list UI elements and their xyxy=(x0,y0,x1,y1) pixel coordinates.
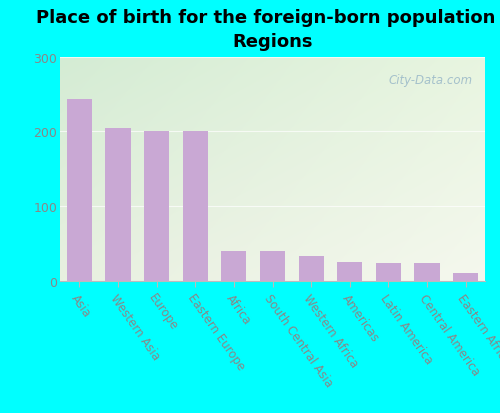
Bar xyxy=(298,256,324,281)
Bar xyxy=(260,251,285,281)
Bar xyxy=(182,132,208,281)
Text: City-Data.com: City-Data.com xyxy=(388,74,472,86)
Bar xyxy=(453,273,478,281)
Bar xyxy=(144,132,169,281)
Bar xyxy=(376,263,401,281)
Bar xyxy=(337,262,362,281)
Title: Place of birth for the foreign-born population -
Regions: Place of birth for the foreign-born popu… xyxy=(36,9,500,51)
Bar xyxy=(222,251,246,281)
Bar xyxy=(414,263,440,281)
Bar xyxy=(67,100,92,281)
Bar xyxy=(106,129,130,281)
